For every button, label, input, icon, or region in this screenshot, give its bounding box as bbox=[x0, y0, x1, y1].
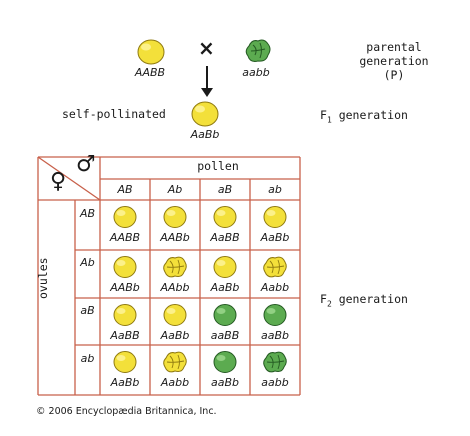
f2-label-sub: 2 bbox=[326, 299, 332, 309]
f2-genotype: AaBb bbox=[210, 281, 240, 294]
f1-yellow-round-pea-icon bbox=[191, 101, 219, 127]
cross-symbol: × bbox=[198, 36, 215, 60]
f1-generation-label: F1 generation bbox=[320, 108, 408, 124]
ovule-gamete-ab: aB bbox=[80, 303, 95, 317]
pollen-gamete-ab: aB bbox=[217, 183, 233, 196]
f2-genotype: AaBb bbox=[110, 376, 140, 389]
f2-pea-yellow-round-icon bbox=[113, 256, 137, 278]
f2-pea-yellow-round-icon bbox=[213, 206, 237, 228]
pollen-gamete-ab: ab bbox=[268, 183, 282, 196]
f2-pea-yellow-round-icon bbox=[163, 304, 187, 326]
f2-genotype: Aabb bbox=[160, 376, 189, 389]
male-symbol: ♂ bbox=[76, 152, 96, 177]
f2-pea-yellow-round-icon bbox=[113, 206, 137, 228]
f2-pea-green-round-icon bbox=[213, 304, 237, 326]
f2-label-suffix: generation bbox=[331, 292, 408, 306]
female-symbol: ♀ bbox=[50, 169, 67, 194]
f2-genotype: aaBB bbox=[211, 329, 240, 342]
parent-yellow-round-pea-icon bbox=[137, 39, 165, 65]
copyright-text: © 2006 Encyclopædia Britannica, Inc. bbox=[36, 406, 217, 417]
down-arrow-icon bbox=[201, 66, 213, 97]
f2-pea-green-round-icon bbox=[213, 351, 237, 373]
f1-label-suffix: generation bbox=[331, 108, 408, 122]
ovule-gamete-ab: Ab bbox=[80, 256, 95, 269]
ovules-label: ovules bbox=[36, 257, 50, 299]
parent-green-wrinkled-pea-icon bbox=[245, 39, 271, 62]
f2-genotype: Aabb bbox=[260, 281, 289, 294]
f2-pea-green-round-icon bbox=[263, 304, 287, 326]
punnett-cells: AABB AABb AaBB AaBb AABb AAbb AaBb Aabb AaBB AaBb… bbox=[109, 206, 290, 389]
f2-pea-yellow-wrinkled-icon bbox=[163, 351, 187, 373]
parental-label-line2: generation bbox=[359, 54, 429, 68]
f1-label-sub: 1 bbox=[326, 115, 332, 125]
f2-genotype: AaBB bbox=[109, 329, 139, 342]
f2-genotype: AABb bbox=[159, 231, 190, 244]
pollen-gamete-ab: AB bbox=[117, 183, 133, 196]
f2-pea-yellow-round-icon bbox=[263, 206, 287, 228]
f1-label-prefix: F bbox=[320, 108, 327, 122]
f2-genotype: aaBb bbox=[211, 376, 239, 389]
pollen-gamete-ab: Ab bbox=[167, 183, 183, 196]
parental-label-line3: (P) bbox=[383, 68, 405, 82]
f2-pea-green-wrinkled-icon bbox=[263, 351, 287, 373]
parent-right-genotype: aabb bbox=[242, 66, 270, 79]
f2-label-prefix: F bbox=[320, 292, 327, 306]
f2-pea-yellow-round-icon bbox=[163, 206, 187, 228]
self-pollinated-label: self-pollinated bbox=[62, 107, 166, 121]
pollen-label: pollen bbox=[197, 159, 239, 173]
f2-genotype: AABB bbox=[109, 231, 140, 244]
corner-diagonal bbox=[37, 156, 101, 201]
f2-genotype: aaBb bbox=[261, 329, 289, 342]
f2-genotype: AABb bbox=[109, 281, 140, 294]
ovule-gamete-ab: AB bbox=[79, 207, 96, 220]
punnett-grid-lines bbox=[37, 156, 301, 396]
f2-genotype: AaBB bbox=[209, 231, 239, 244]
f2-pea-yellow-wrinkled-icon bbox=[163, 256, 187, 278]
parental-generation-label: parental generation (P) bbox=[354, 40, 434, 82]
f2-pea-yellow-round-icon bbox=[113, 351, 137, 373]
parental-label-line1: parental bbox=[366, 40, 422, 54]
f2-pea-yellow-wrinkled-icon bbox=[263, 256, 287, 278]
f1-genotype: AaBb bbox=[190, 128, 220, 141]
f2-genotype: AAbb bbox=[159, 281, 189, 294]
f2-generation-label: F2 generation bbox=[320, 292, 408, 308]
f2-genotype: aabb bbox=[261, 376, 288, 389]
ovule-gamete-ab: ab bbox=[80, 352, 95, 365]
f2-genotype: AaBb bbox=[260, 231, 290, 244]
f2-genotype: AaBb bbox=[160, 329, 190, 342]
f2-pea-yellow-round-icon bbox=[213, 256, 237, 278]
parent-left-genotype: AABB bbox=[134, 66, 166, 79]
f2-pea-yellow-round-icon bbox=[113, 304, 137, 326]
